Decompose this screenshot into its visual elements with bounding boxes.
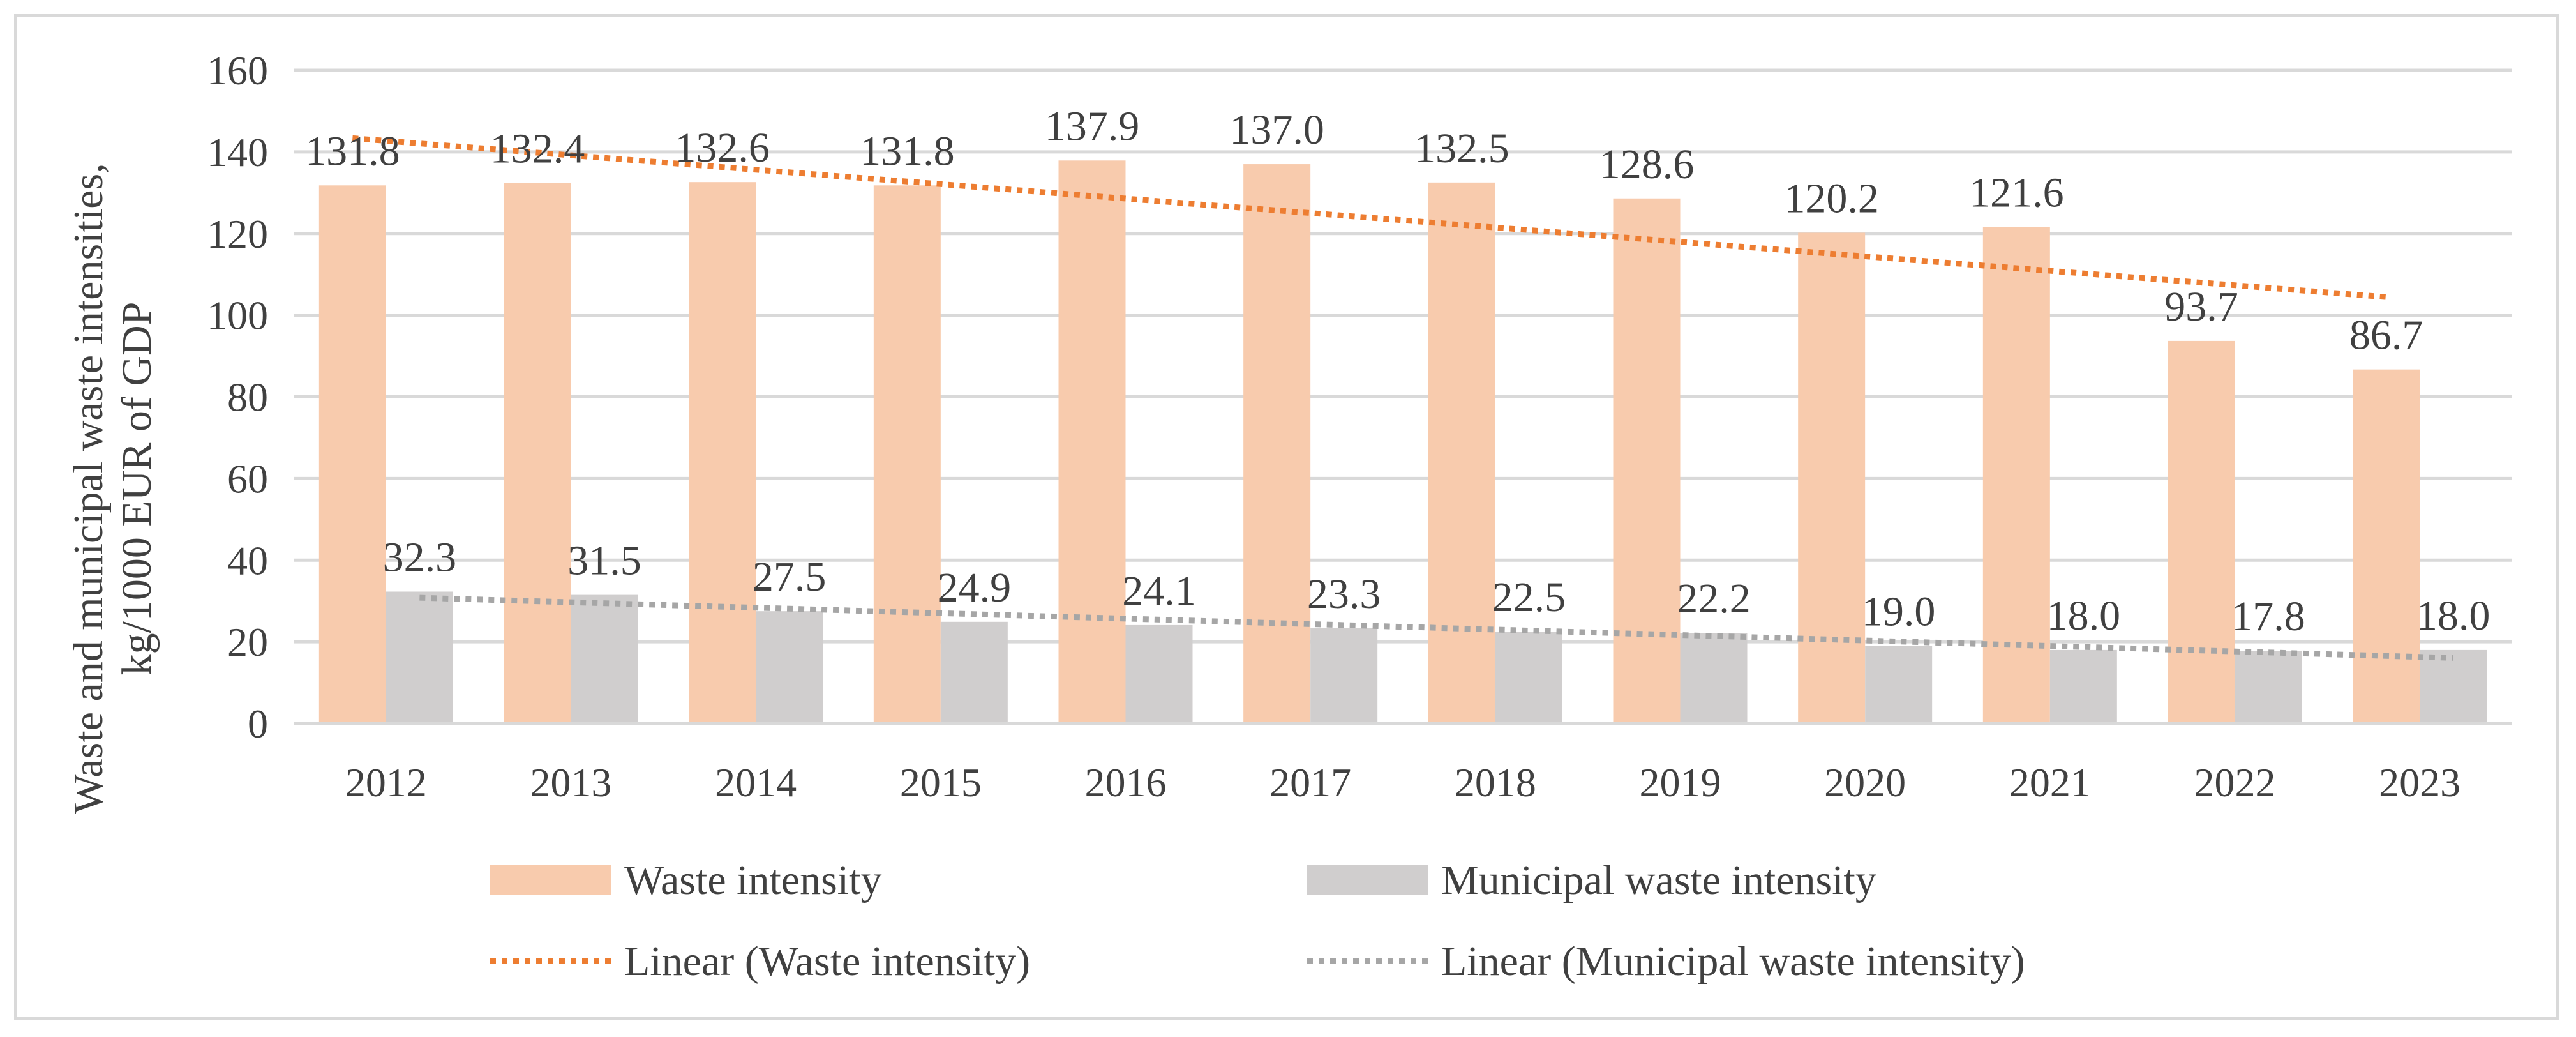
waste-intensity-bar [2168, 340, 2235, 723]
waste-intensity-data-label: 86.7 [2349, 312, 2423, 359]
waste-intensity-data-label: 128.6 [1599, 141, 1695, 188]
waste-intensity-data-label: 137.9 [1045, 103, 1140, 149]
municipal-waste-bar [1865, 646, 1933, 723]
y-tick-label: 20 [227, 619, 268, 665]
x-tick-label: 2014 [715, 760, 797, 805]
municipal-waste-bar [1680, 633, 1748, 723]
waste-intensity-bar [1798, 232, 1866, 723]
y-axis-title-line2: kg/1000 EUR of GDP [114, 302, 160, 676]
municipal-waste-data-label: 17.8 [2231, 593, 2305, 640]
waste-intensity-data-label: 132.6 [675, 125, 770, 171]
municipal-waste-bar [1310, 628, 1378, 723]
y-axis-title-line1: Waste and municipal waste intensities, [65, 163, 112, 814]
waste-intensity-data-label: 121.6 [1969, 170, 2064, 216]
bars [318, 160, 2487, 724]
x-tick-label: 2015 [900, 760, 982, 805]
municipal-waste-data-label: 32.3 [383, 534, 457, 580]
waste-intensity-data-label: 93.7 [2164, 284, 2238, 330]
waste-intensity-bar [2353, 369, 2420, 723]
y-tick-label: 100 [207, 293, 268, 338]
waste-intensity-bar [504, 183, 571, 723]
municipal-waste-bar [1125, 624, 1193, 723]
x-tick-label: 2016 [1085, 760, 1167, 805]
municipal-waste-data-label: 24.9 [938, 564, 1012, 611]
data-labels: 131.8 132.4 132.6 131.8 137.9 137.0 132.5 128.6… [305, 103, 2490, 640]
legend-waste-intensity-swatch [490, 865, 611, 895]
x-tick-label: 2019 [1640, 760, 1721, 805]
municipal-waste-data-label: 22.2 [1677, 575, 1751, 622]
y-tick-label: 60 [227, 456, 268, 501]
y-tick-label: 120 [207, 211, 268, 257]
waste-intensity-data-label: 120.2 [1784, 175, 1879, 222]
municipal-waste-bar [756, 611, 823, 723]
municipal-waste-data-label: 19.0 [1862, 589, 1936, 635]
waste-intensity-bar [1982, 227, 2050, 723]
x-tick-label: 2021 [2009, 760, 2091, 805]
y-tick-label: 40 [227, 538, 268, 583]
x-tick-label: 2020 [1824, 760, 1906, 805]
waste-intensity-data-label: 131.8 [860, 128, 955, 174]
municipal-waste-data-label: 31.5 [567, 538, 641, 584]
legend-municipal-waste-intensity-swatch [1307, 865, 1428, 895]
y-tick-label: 0 [248, 701, 268, 746]
municipal-waste-bar [571, 594, 638, 723]
y-tick-label: 80 [227, 375, 268, 420]
waste-intensity-data-label: 132.4 [490, 125, 585, 172]
waste-intensity-data-label: 132.5 [1414, 125, 1509, 172]
municipal-waste-data-label: 18.0 [2047, 593, 2121, 639]
legend-municipal-waste-intensity-label: Municipal waste intensity [1441, 857, 1876, 904]
x-tick-label: 2013 [530, 760, 612, 805]
municipal-waste-data-label: 22.5 [1492, 574, 1566, 621]
gridlines [294, 68, 2512, 644]
legend-waste-intensity-label: Waste intensity [624, 857, 881, 904]
legend-linear-waste-intensity-label: Linear (Waste intensity) [624, 938, 1030, 985]
municipal-waste-data-label: 24.1 [1122, 568, 1196, 614]
x-tick-label: 2017 [1269, 760, 1351, 805]
legend: Waste intensity Municipal waste intensity… [490, 857, 2025, 985]
waste-intensity-trendline [352, 135, 2387, 300]
legend-linear-municipal-waste-intensity-label: Linear (Municipal waste intensity) [1441, 938, 2025, 985]
waste-intensity-bar [873, 185, 941, 724]
municipal-waste-bar [940, 621, 1008, 723]
axes: 0 20 40 60 80 100 120 140 160 2012 2013 2014 2015 201… [207, 48, 2512, 805]
y-tick-label: 160 [207, 48, 268, 93]
municipal-waste-bar [1495, 632, 1562, 723]
municipal-waste-bar [2235, 651, 2302, 723]
municipal-waste-data-label: 27.5 [753, 554, 827, 600]
waste-intensity-bar [1058, 160, 1126, 723]
waste-intensity-bar [1243, 164, 1311, 723]
x-tick-label: 2022 [2194, 760, 2276, 805]
municipal-waste-bar [2420, 649, 2487, 723]
municipal-waste-bar [2049, 649, 2117, 723]
y-tick-label: 140 [207, 130, 268, 175]
municipal-waste-data-label: 18.0 [2416, 593, 2490, 639]
waste-intensity-bar [1428, 182, 1495, 723]
x-tick-label: 2023 [2379, 760, 2460, 805]
waste-intensity-bar [689, 182, 756, 724]
waste-intensity-data-label: 137.0 [1229, 107, 1324, 153]
x-tick-label: 2018 [1455, 760, 1536, 805]
municipal-waste-data-label: 23.3 [1307, 571, 1381, 617]
waste-intensity-bar [1613, 198, 1681, 723]
x-tick-label: 2012 [345, 760, 427, 805]
waste-intensity-bar [318, 185, 386, 724]
waste-intensity-data-label: 131.8 [305, 128, 400, 174]
municipal-waste-bar [386, 591, 453, 723]
